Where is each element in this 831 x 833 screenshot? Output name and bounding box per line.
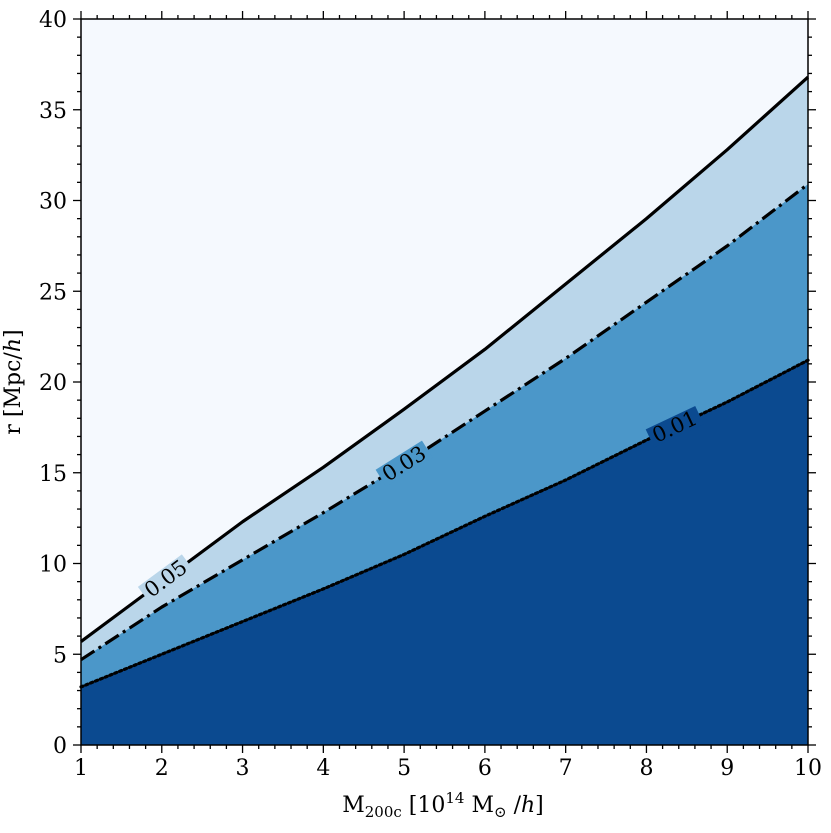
contour-labels: 0.050.030.01 bbox=[137, 406, 704, 603]
y-tick-label: 30 bbox=[39, 190, 67, 215]
contour-label-gap bbox=[645, 406, 704, 448]
x-tick-label: 6 bbox=[478, 756, 492, 781]
y-tick-label: 20 bbox=[39, 371, 67, 396]
x-tick-label: 1 bbox=[74, 756, 88, 781]
x-tick-label: 4 bbox=[316, 756, 330, 781]
y-tick-label: 0 bbox=[53, 734, 67, 759]
x-tick-label: 3 bbox=[236, 756, 250, 781]
contour-line-0.03 bbox=[80, 182, 809, 662]
plot-frame bbox=[80, 18, 809, 746]
tick-labels: 1 2 3 4 5 6 7 8 9 10 0 5 10 15 20 25 30 35 40 bbox=[39, 8, 822, 781]
y-tick-label: 40 bbox=[39, 8, 67, 33]
x-axis-title: M200c [1014 M⊙ /h] bbox=[342, 789, 544, 821]
y-tick-label: 25 bbox=[39, 280, 67, 305]
x-tick-label: 9 bbox=[720, 756, 734, 781]
x-tick-label: 2 bbox=[155, 756, 169, 781]
y-tick-label: 10 bbox=[39, 553, 67, 578]
x-tick-label: 5 bbox=[397, 756, 411, 781]
contour-label-gap bbox=[375, 440, 433, 487]
y-tick-label: 15 bbox=[39, 462, 67, 487]
y-axis-title: r [Mpc/h] bbox=[1, 329, 26, 434]
contour-label-gap bbox=[137, 554, 194, 603]
x-tick-label: 7 bbox=[559, 756, 573, 781]
y-tick-label: 5 bbox=[53, 643, 67, 668]
region-fill-0.01 bbox=[81, 360, 808, 745]
contour-line-0.05 bbox=[80, 75, 810, 643]
region-fills bbox=[81, 19, 808, 746]
y-tick-label: 35 bbox=[39, 99, 67, 124]
x-tick-label: 10 bbox=[794, 756, 822, 781]
x-tick-label: 8 bbox=[639, 756, 653, 781]
